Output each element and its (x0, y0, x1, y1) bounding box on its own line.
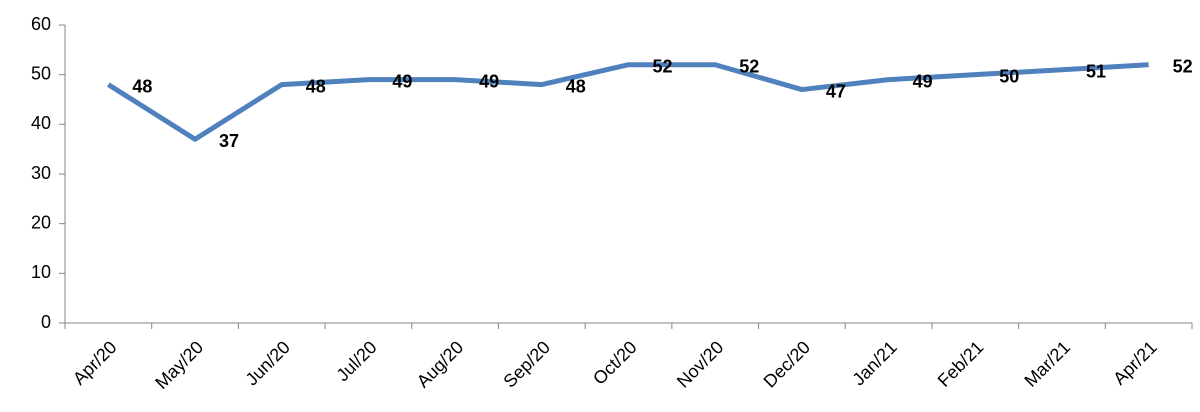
data-label: 49 (479, 71, 499, 91)
data-label: 48 (132, 76, 152, 96)
x-tick-label: Nov/20 (673, 337, 727, 391)
data-label: 49 (913, 71, 933, 91)
data-label: 52 (653, 56, 673, 76)
x-tick-label: Oct/20 (589, 337, 641, 389)
x-tick-label: Jan/21 (848, 337, 900, 389)
x-tick-label: Jul/20 (332, 337, 380, 385)
x-tick-label: May/20 (151, 337, 207, 393)
data-label: 52 (1173, 56, 1193, 76)
data-label: 52 (739, 56, 759, 76)
y-tick-label: 40 (31, 113, 51, 133)
x-tick-label: Feb/21 (934, 337, 988, 391)
data-label: 48 (306, 76, 326, 96)
data-label: 50 (999, 66, 1019, 86)
y-tick-label: 60 (31, 14, 51, 34)
x-tick-label: Apr/21 (1109, 337, 1161, 389)
y-tick-label: 0 (41, 312, 51, 332)
x-tick-label: Dec/20 (760, 337, 814, 391)
line-series (107, 62, 1149, 142)
data-label: 51 (1086, 61, 1106, 81)
x-tick-label: Aug/20 (413, 337, 467, 391)
y-tick-label: 50 (31, 63, 51, 83)
x-tick-label: Mar/21 (1020, 337, 1074, 391)
data-label: 48 (566, 76, 586, 96)
x-tick-label: Apr/20 (69, 337, 121, 389)
x-tick-label: Jun/20 (242, 337, 294, 389)
y-tick-label: 20 (31, 212, 51, 232)
y-tick-label: 30 (31, 163, 51, 183)
data-label: 47 (826, 81, 846, 101)
data-label: 49 (392, 71, 412, 91)
data-label: 37 (219, 131, 239, 151)
x-tick-label: Sep/20 (500, 337, 554, 391)
y-tick-label: 10 (31, 262, 51, 282)
